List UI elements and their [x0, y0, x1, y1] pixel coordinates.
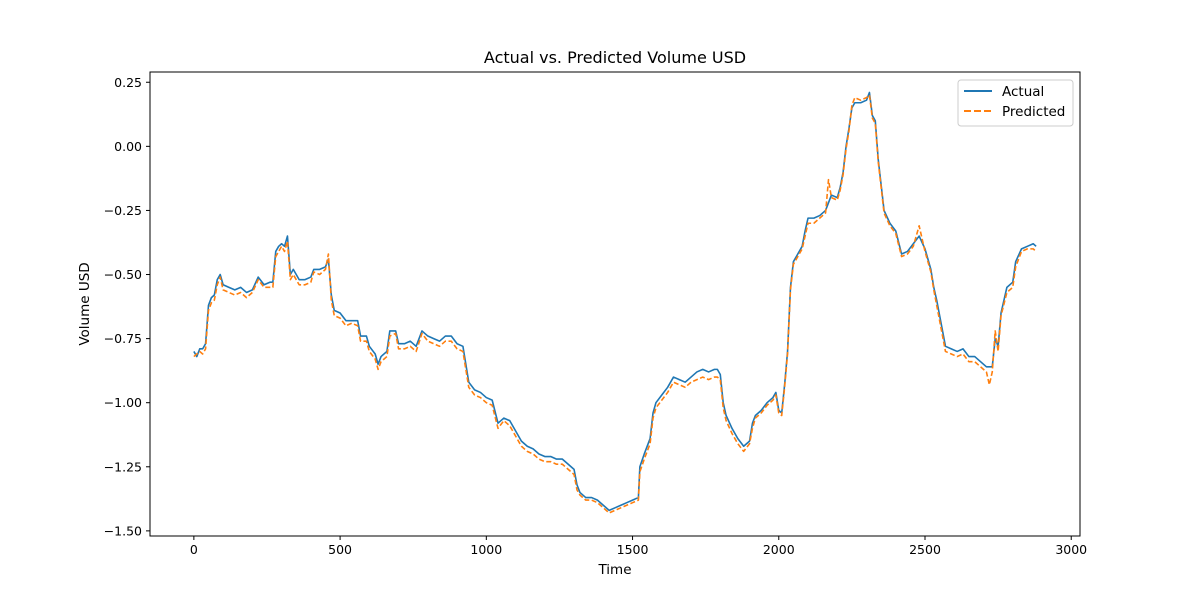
x-axis: 0 500 1000 1500 2000 2500 3000 [190, 536, 1087, 557]
x-tick-label: 2500 [909, 542, 941, 557]
legend: Actual Predicted [957, 79, 1074, 127]
plot-area [149, 71, 1081, 537]
chart-title: Actual vs. Predicted Volume USD [484, 48, 746, 67]
y-tick-label: 0.25 [114, 75, 142, 90]
x-tick-label: 1500 [617, 542, 649, 557]
y-tick-label: −1.50 [104, 523, 142, 538]
x-tick-label: 0 [190, 542, 198, 557]
y-tick-label: −1.25 [104, 459, 142, 474]
x-tick-label: 3000 [1055, 542, 1087, 557]
x-tick-label: 1000 [470, 542, 502, 557]
series-line-actual [193, 91, 1037, 512]
series-line-predicted [193, 94, 1037, 514]
legend-actual-label: Actual [1002, 84, 1044, 100]
y-tick-label: 0.00 [114, 139, 142, 154]
plot-frame [149, 71, 1081, 537]
y-tick-label: −0.75 [104, 331, 142, 346]
y-tick-label: −0.25 [104, 203, 142, 218]
x-axis-label: Time [597, 562, 631, 578]
legend-predicted-label: Predicted [1002, 104, 1065, 120]
series-layer [193, 91, 1037, 514]
y-axis: 0.25 0.00 −0.25 −0.50 −0.75 −1.00 −1.25 −1.50 [104, 75, 150, 538]
y-tick-label: −0.50 [104, 267, 142, 282]
x-tick-label: 500 [328, 542, 352, 557]
x-tick-label: 2000 [763, 542, 795, 557]
y-axis-label: Volume USD [77, 262, 93, 345]
y-tick-label: −1.00 [104, 395, 142, 410]
